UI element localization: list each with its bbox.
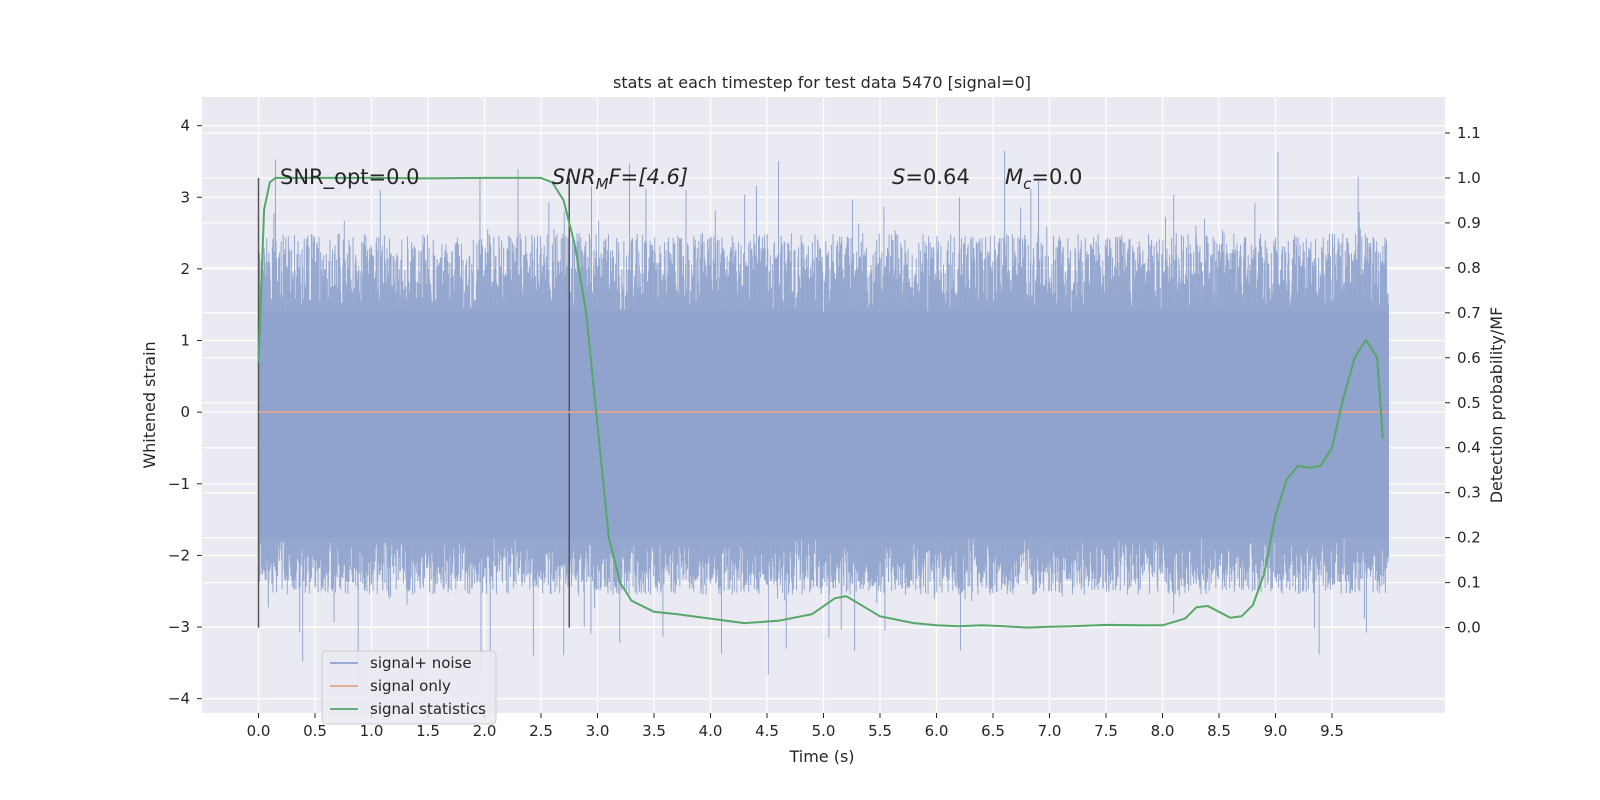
x-axis-ticks: 0.0 0.5 1.0 1.5 2.0 2.5 3.0 3.5 4.0 4.5 5.0 5.5 6.0 6… [247, 713, 1344, 740]
x-tick-label: 7.5 [1094, 722, 1118, 740]
legend-label-signal-only: signal only [370, 677, 451, 695]
y2-tick-label: 0.6 [1457, 349, 1481, 367]
annotation-stat-s: S=0.64 [892, 165, 970, 189]
y-tick-label: 1 [180, 332, 190, 350]
x-tick-label: 8.0 [1151, 722, 1175, 740]
y-axis-label: Whitened strain [140, 341, 159, 468]
y-tick-label: 0 [180, 403, 190, 421]
y-tick-label: −3 [168, 618, 190, 636]
annotation-snr-opt: SNR_opt=0.0 [280, 165, 420, 190]
x-tick-label: 3.0 [586, 722, 610, 740]
x-tick-label: 6.0 [925, 722, 949, 740]
annotation-snr-mf-rest: F=[4.6] [609, 165, 688, 189]
y2-tick-label: 0.9 [1457, 214, 1481, 232]
vertical-markers [257, 177, 570, 628]
legend-label-signal-statistics: signal statistics [370, 700, 486, 718]
annotation-stat-s-value: =0.64 [905, 165, 969, 189]
y2-tick-label: 0.7 [1457, 304, 1481, 322]
y2-tick-label: 1.1 [1457, 124, 1481, 142]
x-tick-label: 9.0 [1264, 722, 1288, 740]
x-tick-label: 2.5 [529, 722, 553, 740]
y2-tick-label: 1.0 [1457, 169, 1481, 187]
annotation-mc-base: M [1005, 165, 1023, 189]
legend-label-signal-noise: signal+ noise [370, 654, 472, 672]
y2-tick-label: 0.1 [1457, 574, 1481, 592]
y2-tick-label: 0.5 [1457, 394, 1481, 412]
annotation-mc-value: =0.0 [1031, 165, 1082, 189]
y-tick-label: 3 [180, 188, 190, 206]
x-tick-label: 3.5 [642, 722, 666, 740]
signal-noise-series [258, 150, 1389, 681]
legend-box [321, 650, 497, 725]
chart-title: stats at each timestep for test data 547… [613, 73, 1031, 92]
annotation-snr-mf-sub: M [596, 175, 609, 193]
x-tick-label: 0.0 [247, 722, 271, 740]
y2-axis-label: Detection probability/MF [1487, 307, 1506, 504]
y2-tick-label: 0.2 [1457, 529, 1481, 547]
x-tick-label: 4.0 [699, 722, 723, 740]
y-tick-label: 4 [180, 117, 190, 135]
y-tick-label: −1 [168, 475, 190, 493]
series-lines [257, 176, 1389, 629]
x-axis-label: Time (s) [788, 747, 854, 766]
x-tick-label: 0.5 [303, 722, 327, 740]
y2-tick-label: 0.0 [1457, 619, 1481, 637]
annotation-stat-s-symbol: S [892, 165, 905, 189]
x-tick-label: 2.0 [473, 722, 497, 740]
y2-tick-label: 0.8 [1457, 259, 1481, 277]
x-tick-label: 1.0 [360, 722, 384, 740]
y2-tick-label: 0.3 [1457, 484, 1481, 502]
y-tick-label: 2 [180, 260, 190, 278]
signal-statistics-line [257, 176, 1384, 629]
y2-axis-ticks: 1.1 1.0 0.9 0.8 0.7 0.6 0.5 0.4 0.3 0.2 0.1 0.0 [1445, 124, 1481, 637]
x-tick-label: 4.5 [755, 722, 779, 740]
annotation-snr-mf: SNRMF=[4.6] [552, 165, 688, 193]
y-axis-ticks: 4 3 2 1 0 −1 −2 −3 −4 [168, 117, 202, 708]
legend: signal+ noise signal only signal statist… [321, 650, 497, 725]
annotation-mc: Mc=0.0 [1005, 165, 1082, 193]
y-tick-label: −2 [168, 546, 190, 564]
signal-noise-band [258, 311, 1389, 538]
annotation-mc-sub: c [1023, 175, 1032, 193]
x-tick-label: 1.5 [416, 722, 440, 740]
annotation-snr-mf-base: SNR [552, 165, 596, 189]
x-tick-label: 7.0 [1038, 722, 1062, 740]
x-tick-label: 6.5 [981, 722, 1005, 740]
x-tick-label: 5.5 [868, 722, 892, 740]
x-tick-label: 5.0 [812, 722, 836, 740]
y-tick-label: −4 [168, 690, 190, 708]
x-tick-label: 8.5 [1207, 722, 1231, 740]
y2-tick-label: 0.4 [1457, 439, 1481, 457]
x-tick-label: 9.5 [1320, 722, 1344, 740]
